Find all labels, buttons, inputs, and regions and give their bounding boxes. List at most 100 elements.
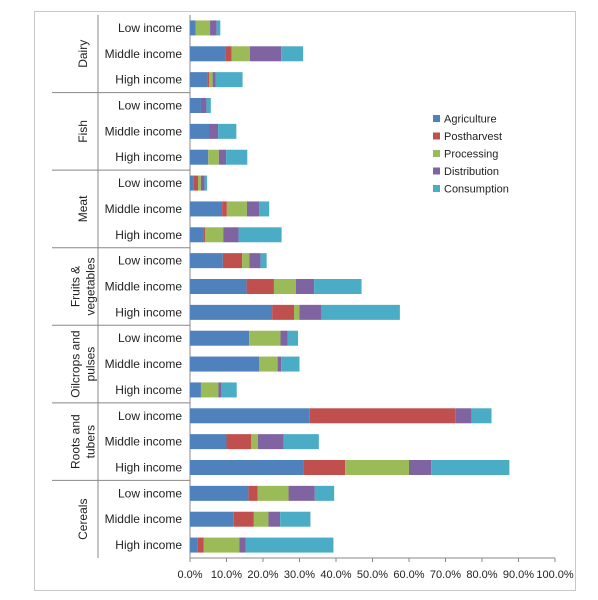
- group-label: Oilcrops and: [69, 330, 83, 397]
- bar-segment-consumption: [431, 460, 510, 475]
- bar-segment-agriculture: [190, 227, 204, 243]
- bar-segment-postharvest: [226, 434, 252, 450]
- bar-segment-consumption: [204, 175, 208, 191]
- bar-segment-distribution: [200, 175, 205, 191]
- bar-segment-postharvest: [233, 511, 254, 527]
- category-label: Middle income: [105, 124, 183, 138]
- bar-segment-consumption: [245, 537, 334, 553]
- bar-segment-distribution: [257, 434, 284, 450]
- bar-segment-postharvest: [248, 485, 258, 501]
- category-label: High income: [115, 538, 182, 552]
- bar-segment-processing: [204, 227, 224, 243]
- bar-segment-distribution: [268, 511, 281, 527]
- bar-segment-distribution: [280, 330, 288, 346]
- bar-segment-distribution: [239, 537, 246, 553]
- legend-swatch: [433, 167, 440, 175]
- bar-segment-processing: [253, 511, 269, 527]
- bar-segment-consumption: [280, 511, 311, 527]
- category-label: High income: [115, 228, 182, 242]
- bar-segment-distribution: [277, 356, 282, 372]
- x-tick-label: 90.0%: [503, 569, 534, 581]
- x-tick-label: 70.0%: [430, 569, 461, 581]
- group-label: Meat: [76, 195, 90, 222]
- bar-segment-agriculture: [190, 434, 227, 450]
- category-label: High income: [115, 305, 182, 319]
- bar-segment-consumption: [259, 201, 270, 217]
- bar-segment-distribution: [208, 123, 219, 139]
- legend-label: Distribution: [444, 166, 499, 178]
- bar-segment-distribution: [223, 227, 239, 243]
- x-tick-label: 80.0%: [466, 569, 497, 581]
- bar-segment-distribution: [249, 253, 261, 269]
- category-label: Middle income: [105, 512, 183, 526]
- bar-segment-agriculture: [190, 98, 201, 113]
- bar-segment-agriculture: [190, 123, 209, 139]
- bar-segment-processing: [259, 356, 278, 372]
- bar-segment-postharvest: [193, 175, 199, 191]
- legend-swatch: [433, 185, 440, 192]
- bar-segment-agriculture: [190, 485, 249, 501]
- bar-segment-consumption: [281, 356, 300, 372]
- group-label: Fish: [76, 120, 90, 143]
- group-label: Roots and: [69, 414, 83, 469]
- category-label: Low income: [118, 331, 182, 345]
- bar-segment-agriculture: [190, 72, 208, 88]
- bar-segment-processing: [226, 201, 247, 217]
- category-label: Low income: [118, 254, 182, 268]
- bar-segment-processing: [273, 279, 296, 294]
- category-label: Middle income: [105, 435, 183, 449]
- bar-segment-consumption: [287, 330, 299, 346]
- category-label: Middle income: [105, 280, 183, 294]
- chart-frame: [34, 11, 576, 591]
- bar-segment-postharvest: [272, 304, 295, 320]
- category-label: Middle income: [105, 202, 183, 216]
- bar-segment-distribution: [246, 201, 260, 217]
- bar-segment-agriculture: [190, 330, 250, 346]
- group-label: Cereals: [76, 499, 90, 540]
- bar-segment-agriculture: [190, 279, 247, 294]
- bar-segment-processing: [251, 434, 258, 450]
- bar-segment-postharvest: [222, 201, 227, 217]
- bar-segment-distribution: [299, 304, 322, 320]
- bar-segment-processing: [294, 304, 300, 320]
- group-label: tubers: [84, 425, 98, 458]
- bar-segment-agriculture: [190, 46, 226, 62]
- category-label: Low income: [118, 409, 182, 423]
- bar-segment-agriculture: [190, 537, 198, 553]
- bar-segment-agriculture: [190, 201, 223, 217]
- category-label: Low income: [118, 176, 182, 190]
- bar-segment-agriculture: [190, 382, 201, 398]
- bar-segment-processing: [242, 253, 250, 269]
- bar-segment-consumption: [215, 72, 243, 88]
- bar-segment-processing: [249, 330, 281, 346]
- bar-segment-distribution: [210, 20, 217, 36]
- bar-segment-distribution: [218, 149, 227, 165]
- x-tick-label: 10.0%: [211, 569, 242, 581]
- bar-segment-distribution: [409, 460, 432, 475]
- bar-segment-agriculture: [190, 175, 194, 191]
- group-label: Fruits &: [69, 266, 83, 307]
- bar-segment-postharvest: [309, 408, 456, 424]
- bar-segment-processing: [257, 485, 289, 501]
- bar-segment-agriculture: [190, 356, 260, 372]
- x-tick-label: 50.0%: [357, 569, 388, 581]
- bar-segment-postharvest: [225, 46, 232, 62]
- bar-segment-distribution: [200, 98, 207, 113]
- bar-segment-agriculture: [190, 149, 209, 165]
- category-label: High income: [115, 73, 182, 87]
- bar-segment-consumption: [314, 279, 362, 294]
- bar-segment-distribution: [295, 279, 315, 294]
- bar-segment-processing: [231, 46, 250, 62]
- category-label: Middle income: [105, 357, 183, 371]
- bar-segment-processing: [345, 460, 409, 475]
- group-label: vegetables: [84, 257, 98, 315]
- bar-segment-consumption: [283, 434, 319, 450]
- bar-segment-postharvest: [303, 460, 346, 475]
- legend-label: Postharvest: [444, 131, 502, 143]
- bar-segment-processing: [198, 175, 201, 191]
- group-label: Dairy: [76, 40, 90, 68]
- x-tick-label: 30.0%: [284, 569, 315, 581]
- bar-segment-distribution: [218, 382, 222, 398]
- bar-segment-consumption: [281, 46, 304, 62]
